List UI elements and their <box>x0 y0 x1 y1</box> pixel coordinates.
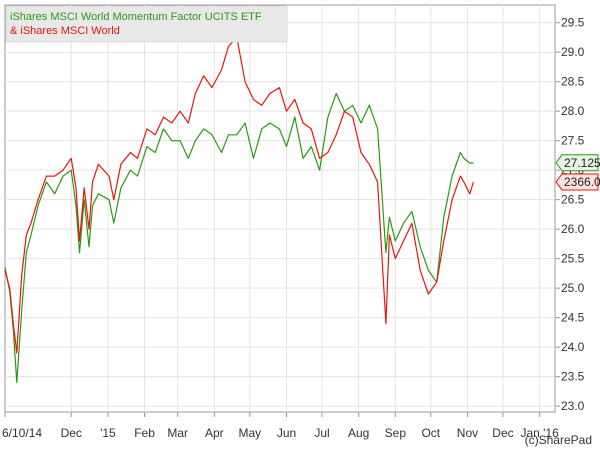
x-tick-label: Apr <box>205 426 224 440</box>
legend-entry-0: iShares MSCI World Momentum Factor UCITS… <box>10 11 262 23</box>
y-tick-label: 24.0 <box>561 340 585 354</box>
series-line-0 <box>4 92 474 384</box>
x-tick-label: Nov <box>457 426 478 440</box>
y-tick-label: 28.5 <box>561 75 585 89</box>
x-tick-label: '15 <box>100 426 116 440</box>
x-tick-label: Jan '16 <box>520 426 559 440</box>
y-tick-label: 23.5 <box>561 370 585 384</box>
watermark: (c)SharePad <box>524 433 592 447</box>
legend-box <box>5 5 288 43</box>
y-tick-label: 26.5 <box>561 193 585 207</box>
x-tick-label: Sep <box>385 426 407 440</box>
x-tick-label: 6/10/14 <box>2 426 42 440</box>
y-tick-label: 23.0 <box>561 399 585 413</box>
y-tick-label: 28.0 <box>561 104 585 118</box>
y-tick-label: 24.5 <box>561 311 585 325</box>
end-value-label-1: 2366.0 <box>564 175 600 189</box>
y-tick-label: 27.5 <box>561 134 585 148</box>
x-tick-label: Jun <box>277 426 296 440</box>
x-tick-label: Mar <box>167 426 188 440</box>
end-value-tag-1 <box>555 173 599 191</box>
x-tick-label: Dec <box>492 426 513 440</box>
y-tick-label: 26.0 <box>561 222 585 236</box>
plot-frame <box>4 4 556 413</box>
y-tick-label: 25.5 <box>561 252 585 266</box>
x-tick-label: Feb <box>134 426 155 440</box>
x-tick-label: May <box>239 426 262 440</box>
y-tick-label: 25.0 <box>561 281 585 295</box>
legend-entry-1: & iShares MSCI World <box>10 25 120 37</box>
end-value-label-0: 27.125 <box>564 156 600 170</box>
y-tick-label: 29.0 <box>561 45 585 59</box>
x-tick-label: Aug <box>348 426 369 440</box>
y-tick-label: 29.5 <box>561 16 585 30</box>
end-value-tag-0 <box>555 154 599 172</box>
x-tick-label: Oct <box>421 426 440 440</box>
series-line-1 <box>4 36 474 354</box>
x-tick-label: Dec <box>61 426 82 440</box>
x-tick-label: Jul <box>314 426 329 440</box>
